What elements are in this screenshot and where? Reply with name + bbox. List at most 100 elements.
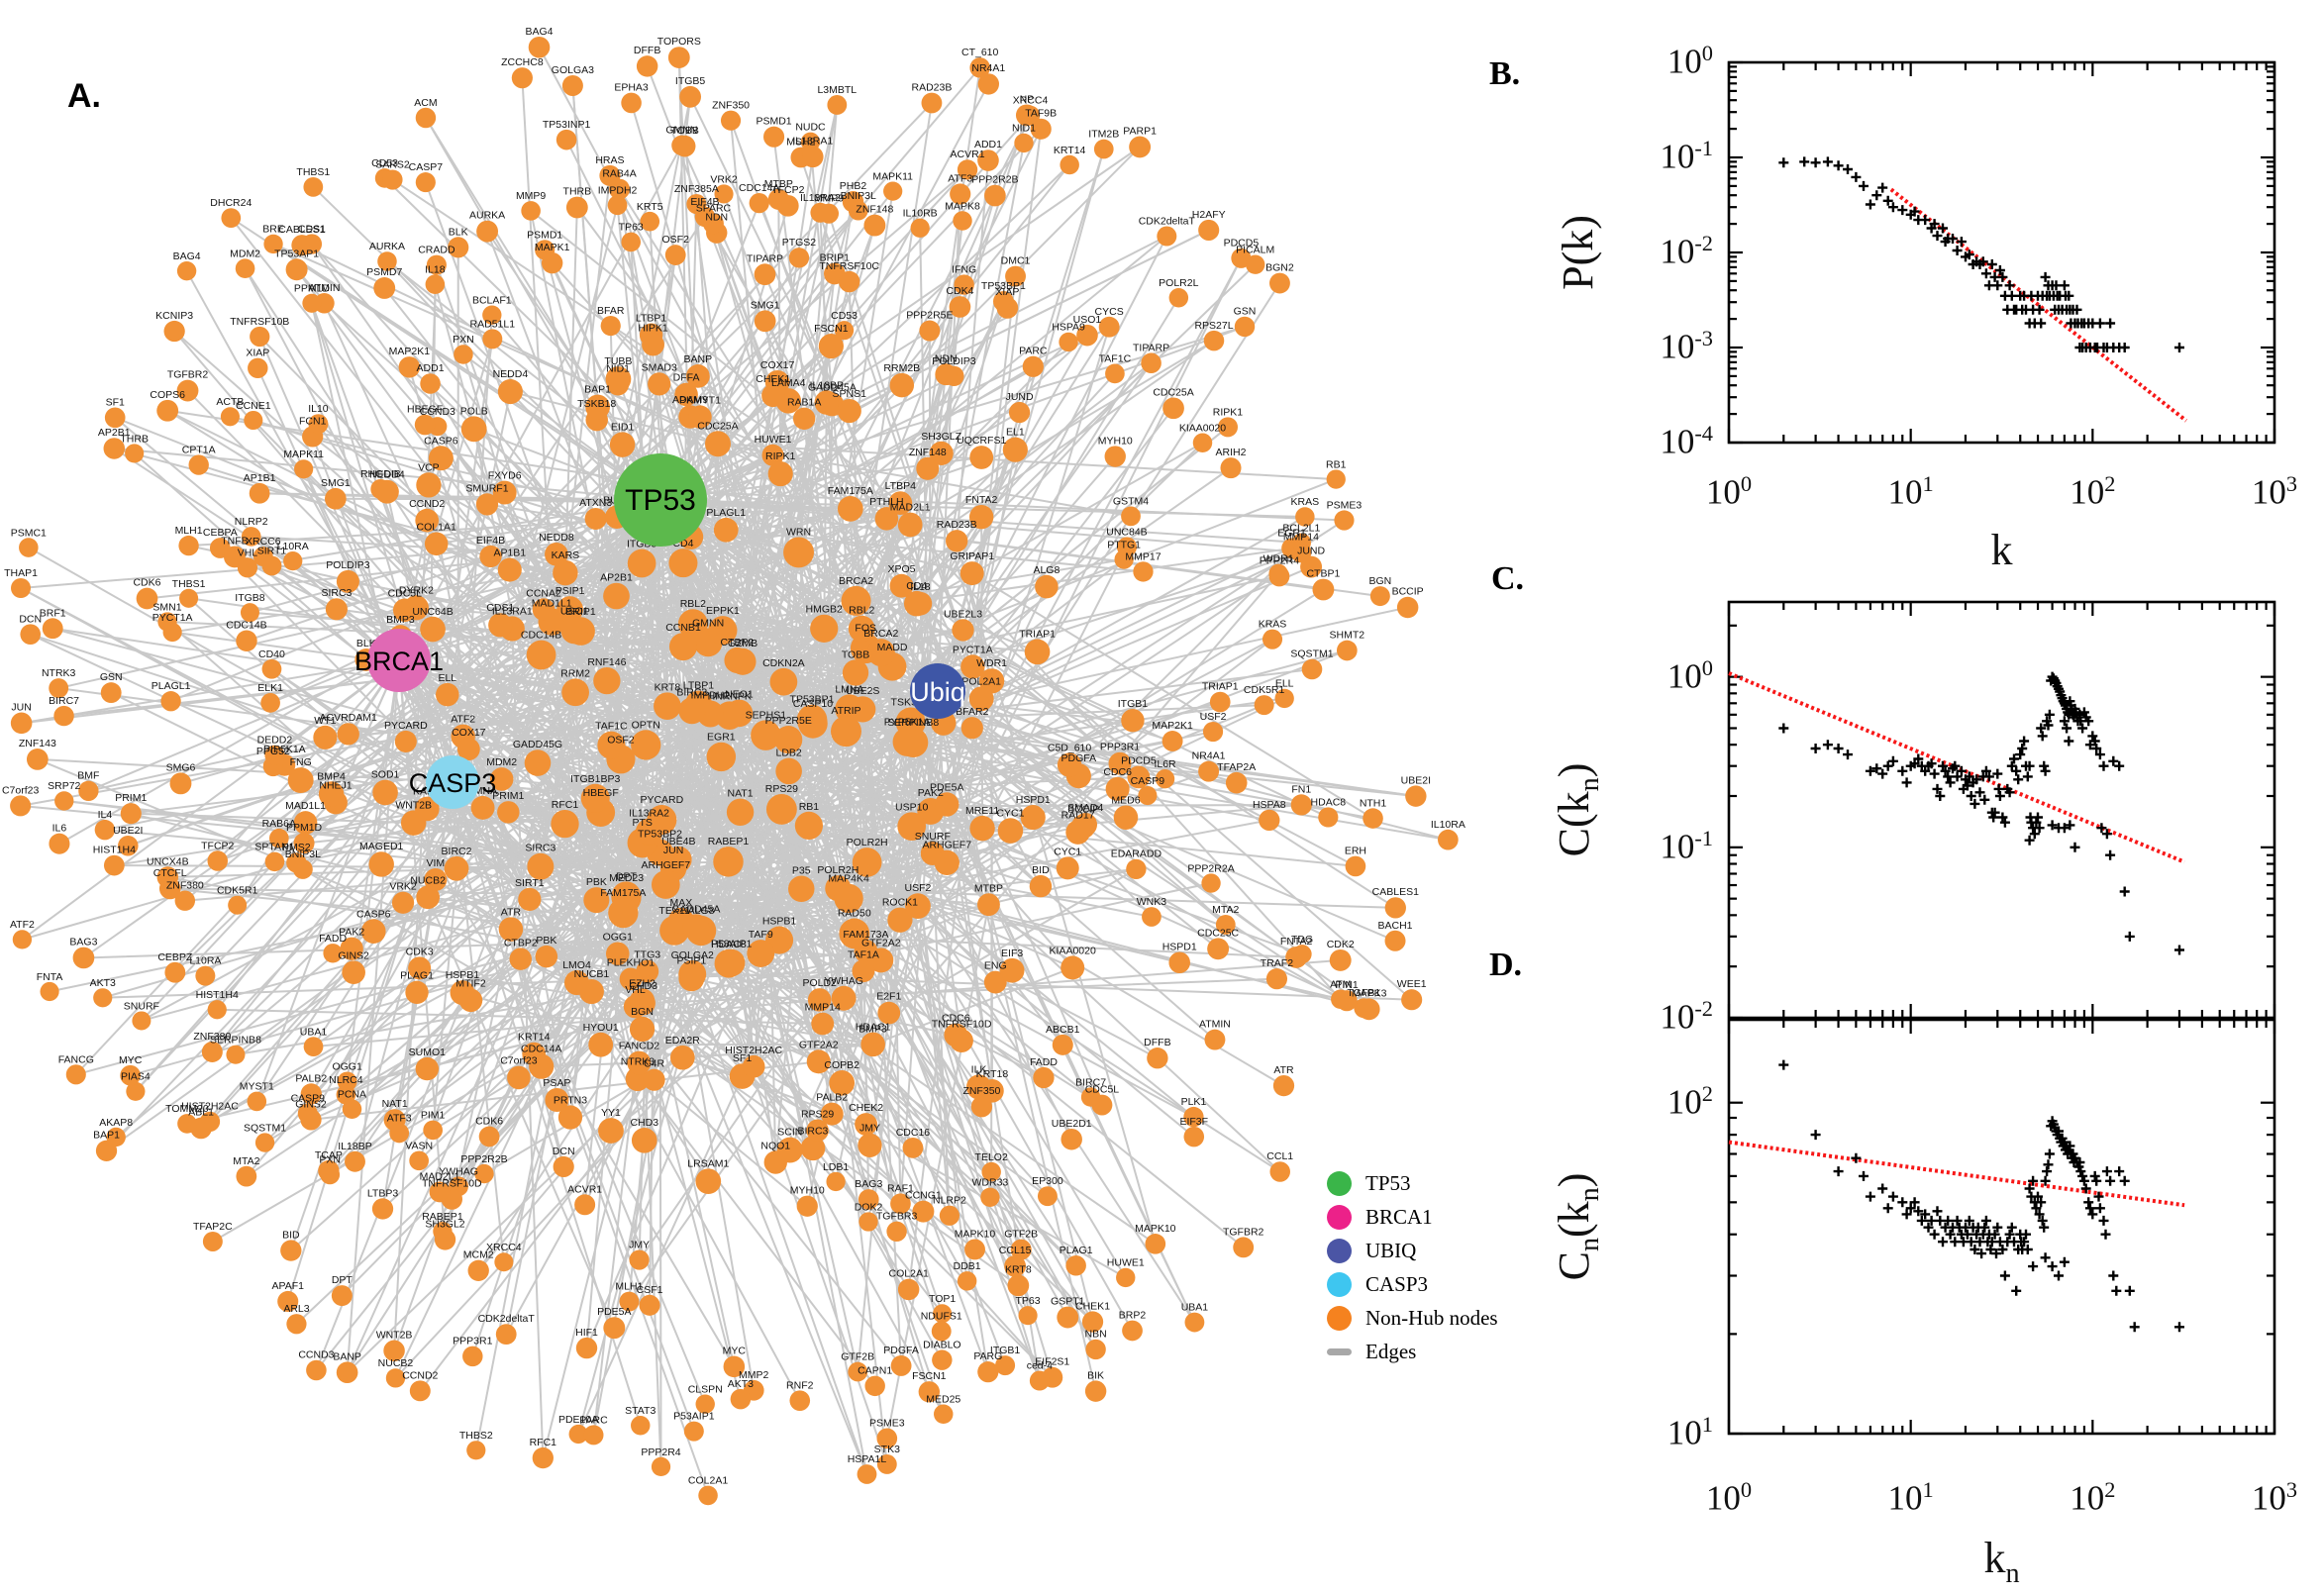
network-node [476, 220, 499, 243]
network-edge [563, 823, 1094, 1324]
network-node [1004, 1254, 1027, 1277]
fit-line [1728, 1140, 2185, 1208]
network-node [415, 172, 436, 193]
network-node-label: KARS [552, 549, 580, 561]
network-node-label: BLK [449, 226, 468, 238]
network-node-label: COX17 [452, 727, 486, 739]
network-node [1204, 1029, 1226, 1050]
network-node-label: STK3 [874, 1444, 900, 1455]
network-node [125, 444, 145, 463]
network-node [678, 959, 707, 988]
network-node [420, 373, 441, 394]
axis-tick-label-y: 10-2 [1660, 995, 1713, 1037]
network-node-label: CTBP2 [721, 637, 755, 648]
network-node [647, 805, 677, 836]
network-node [10, 712, 33, 735]
network-node-label: IL10RA [1431, 819, 1465, 831]
network-node [969, 446, 994, 469]
network-node-label: HIST1H4 [196, 989, 239, 1001]
network-node [285, 258, 308, 281]
network-node [479, 545, 502, 568]
network-node-label: MTBP [974, 882, 1003, 894]
network-node [765, 793, 797, 825]
network-node-label: MLH1 [615, 1281, 643, 1293]
network-edge [519, 95, 692, 960]
network-node-label: CLSPN [688, 1383, 723, 1395]
network-node-label: COL2A1 [889, 1268, 929, 1280]
network-edge [398, 659, 625, 915]
network-node [416, 885, 441, 910]
network-node-label: LTBP4 [885, 480, 916, 492]
axis-tick-label-x: 100 [1705, 1477, 1753, 1518]
network-node-label: WRN [786, 526, 811, 538]
network-node-label: C7orf23 [500, 1055, 538, 1067]
network-node-label: TDG [1291, 934, 1313, 946]
network-node [999, 957, 1025, 983]
network-node-label: EIF4B [476, 535, 505, 547]
network-node-label: TTG3 [634, 949, 660, 961]
network-edge [263, 502, 902, 1145]
network-node-label: BRCA2 [839, 575, 873, 587]
plot-box [1727, 600, 2276, 1020]
network-node-label: UQCRFS1 [957, 435, 1006, 447]
network-edge [837, 887, 1281, 1173]
network-node-label: GADD45A [671, 903, 720, 915]
network-node-label: CD40 [258, 648, 285, 660]
network-node [1326, 469, 1346, 489]
network-node-label: PTS [632, 817, 652, 829]
axis-tick-label-y: 10-1 [1660, 825, 1713, 866]
network-node [876, 1454, 897, 1474]
network-node-label: GTF2A2 [861, 937, 901, 948]
network-node-label: LTBP1 [636, 313, 666, 325]
network-node-label: RPS29 [801, 1109, 834, 1121]
network-node [855, 1113, 878, 1136]
network-node-label: NHEJ1 [319, 780, 352, 792]
network-node-label: ITGB1BP3 [570, 773, 620, 785]
network-node [1269, 1161, 1290, 1182]
network-node [303, 176, 324, 197]
network-node-label: IFNG [952, 263, 976, 275]
network-node-label: STAT3 [625, 1405, 656, 1417]
network-node [1022, 355, 1044, 377]
legend-node-swatch [1327, 1305, 1352, 1331]
network-node-label: HIPK1 [638, 323, 668, 335]
network-node-label: CSF1 [637, 1284, 663, 1296]
network-node [444, 855, 469, 881]
network-node [201, 1041, 223, 1062]
network-node-label: NTRK3 [42, 667, 76, 679]
network-node-label: POL2A1 [961, 675, 1001, 687]
legend-label: Non-Hub nodes [1365, 1305, 1498, 1330]
network-node-label: FANCG [58, 1053, 94, 1065]
network-node-label: BACH1 [1378, 920, 1413, 932]
network-node-label: CEBPZ [157, 951, 193, 963]
network-edge [250, 535, 684, 564]
network-node-label: MAP2K1 [1152, 720, 1193, 732]
network-node-label: TAF9 [749, 929, 773, 941]
network-node-label: CDK2 [1327, 939, 1355, 950]
network-node-label: BIRC7 [1075, 1076, 1106, 1088]
network-node [897, 512, 923, 538]
network-edge [456, 794, 710, 1497]
network-node-label: ZNF350 [712, 100, 750, 112]
network-node-label: IL13RA1 [492, 605, 533, 617]
network-node [1192, 433, 1213, 452]
network-node-label: PSIP1 [556, 585, 585, 597]
network-node-label: TOPORS [657, 36, 701, 48]
network-node [968, 686, 994, 712]
network-node [793, 407, 816, 430]
network-node [120, 803, 142, 825]
network-node [890, 1355, 912, 1376]
network-node [207, 1000, 227, 1020]
network-node [932, 1349, 953, 1370]
network-node-label: TRIAP1 [1202, 681, 1239, 693]
network-node [1336, 640, 1358, 661]
network-node [1209, 691, 1231, 713]
network-node [717, 948, 746, 977]
network-node [806, 1049, 831, 1074]
network-node-label: FOS [855, 622, 876, 634]
network-node [664, 846, 692, 873]
network-node-label: MDM2 [486, 756, 517, 768]
network-node-label: KRT5 [637, 201, 663, 213]
network-node [156, 399, 179, 422]
network-node [336, 569, 359, 593]
